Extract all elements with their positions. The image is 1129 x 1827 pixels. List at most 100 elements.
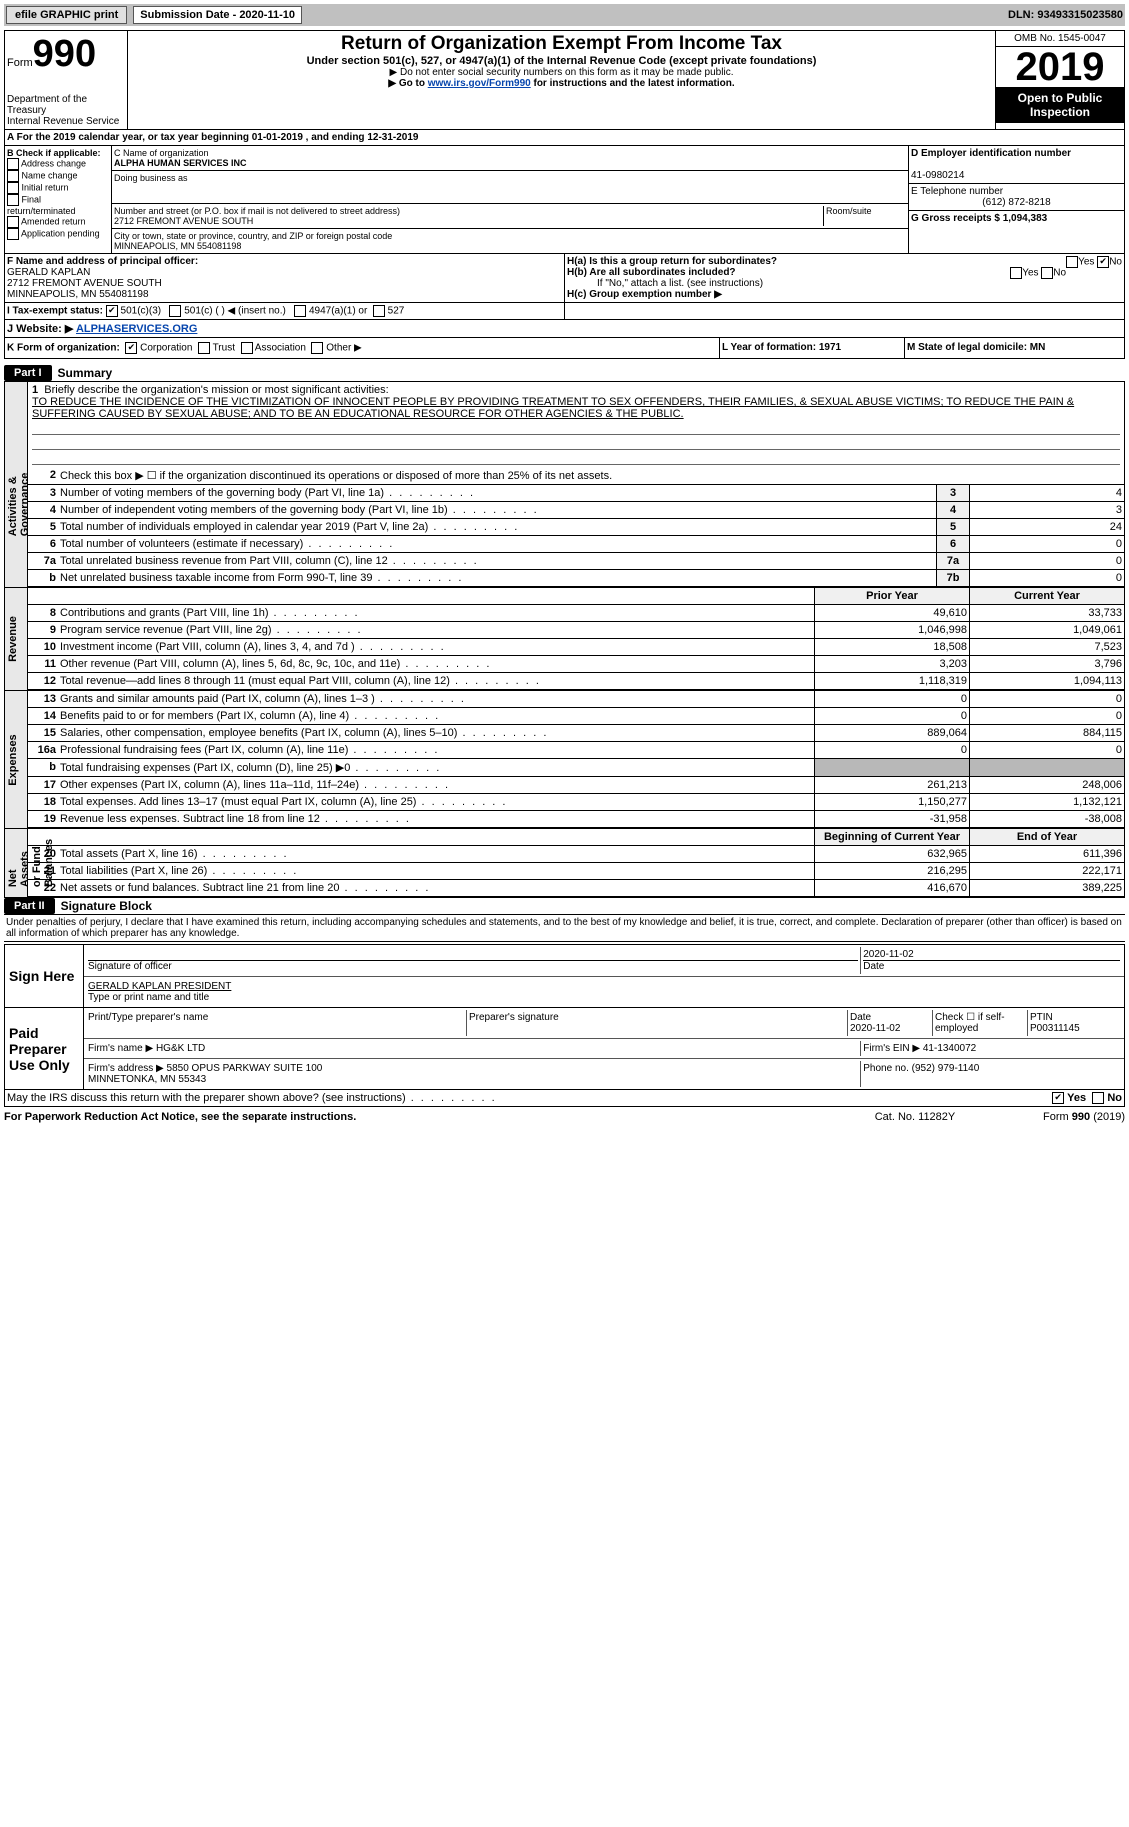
c-name-lbl: C Name of organization — [114, 148, 209, 158]
side-na: Net Assets or Fund Balances — [7, 839, 55, 887]
form-word: Form — [7, 57, 33, 69]
discuss-row: May the IRS discuss this return with the… — [4, 1090, 1125, 1107]
b-item-2: Initial return — [22, 182, 69, 192]
page-footer: For Paperwork Reduction Act Notice, see … — [4, 1111, 1125, 1123]
part1-title: Summary — [58, 366, 113, 380]
chk-527[interactable] — [373, 305, 385, 317]
gross-receipts: G Gross receipts $ 1,094,383 — [911, 213, 1047, 224]
table-row: 5Total number of individuals employed in… — [28, 519, 1124, 536]
hb-yes-lbl: Yes — [1022, 268, 1038, 279]
ha-yes[interactable] — [1066, 256, 1078, 268]
sign-here: Sign Here — [5, 945, 84, 1007]
chk-501c3[interactable] — [106, 305, 118, 317]
b-item-4: Amended return — [21, 216, 86, 226]
row-k: K Form of organization: Corporation Trus… — [4, 338, 1125, 359]
part2-title: Signature Block — [61, 899, 152, 913]
chk-other[interactable] — [311, 342, 323, 354]
sig-date-lbl: Date — [863, 960, 1120, 972]
officer-addr1: 2712 FREMONT AVENUE SOUTH — [7, 278, 162, 289]
table-row: 6Total number of volunteers (estimate if… — [28, 536, 1124, 553]
cat-no: Cat. No. 11282Y — [855, 1111, 975, 1123]
h-c: H(c) Group exemption number ▶ — [567, 289, 722, 300]
chk-addr-change[interactable] — [7, 158, 19, 170]
topbar: efile GRAPHIC print Submission Date - 20… — [4, 4, 1125, 26]
discuss-yes[interactable] — [1052, 1092, 1064, 1104]
hb-yes[interactable] — [1010, 267, 1022, 279]
col-c: C Name of organizationALPHA HUMAN SERVIC… — [112, 146, 909, 253]
k-trust: Trust — [213, 343, 235, 354]
table-row: 10Investment income (Part VIII, column (… — [28, 639, 1124, 656]
form-ref: Form 990 (2019) — [975, 1111, 1125, 1123]
end-year-hdr: End of Year — [969, 829, 1124, 845]
chk-initial[interactable] — [7, 182, 19, 194]
org-city: MINNEAPOLIS, MN 554081198 — [114, 241, 241, 251]
irs-link[interactable]: www.irs.gov/Form990 — [428, 78, 531, 89]
prior-year-hdr: Prior Year — [814, 588, 969, 604]
firm-ein: 41-1340072 — [923, 1043, 976, 1054]
table-row: 17Other expenses (Part IX, column (A), l… — [28, 777, 1124, 794]
k-corp: Corporation — [140, 343, 192, 354]
side-rev: Revenue — [7, 616, 19, 662]
prep-date-lbl: Date — [850, 1012, 871, 1023]
h-b: H(b) Are all subordinates included? — [567, 267, 736, 278]
efile-print-button[interactable]: efile GRAPHIC print — [6, 6, 127, 24]
h-a: H(a) Is this a group return for subordin… — [567, 256, 777, 267]
addr-lbl: Number and street (or P.O. box if mail i… — [114, 206, 400, 216]
officer-name: GERALD KAPLAN — [7, 267, 90, 278]
b-label: B Check if applicable: — [7, 148, 101, 158]
dba-lbl: Doing business as — [114, 173, 188, 183]
k-assoc: Association — [255, 343, 306, 354]
chk-501c[interactable] — [169, 305, 181, 317]
h-b-note: If "No," attach a list. (see instruction… — [567, 278, 1122, 289]
chk-corp[interactable] — [125, 342, 137, 354]
side-exp: Expenses — [7, 734, 19, 785]
website-link[interactable]: ALPHASERVICES.ORG — [76, 323, 197, 335]
table-row: 13Grants and similar amounts paid (Part … — [28, 691, 1124, 708]
form-header: Form990 Department of the Treasury Inter… — [4, 30, 1125, 130]
table-row: 12Total revenue—add lines 8 through 11 (… — [28, 673, 1124, 690]
year-formation: L Year of formation: 1971 — [722, 342, 841, 353]
officer-lbl: F Name and address of principal officer: — [7, 256, 198, 267]
chk-amended[interactable] — [7, 216, 19, 228]
table-row: 16aProfessional fundraising fees (Part I… — [28, 742, 1124, 759]
chk-4947[interactable] — [294, 305, 306, 317]
firm-name: HG&K LTD — [156, 1043, 205, 1054]
part-2-header: Part II Signature Block — [4, 898, 1125, 915]
mission-lbl: Briefly describe the organization's miss… — [44, 384, 388, 396]
table-row: 18Total expenses. Add lines 13–17 (must … — [28, 794, 1124, 811]
table-row: 7aTotal unrelated business revenue from … — [28, 553, 1124, 570]
table-row: bNet unrelated business taxable income f… — [28, 570, 1124, 587]
chk-final[interactable] — [7, 194, 19, 206]
form-org-lbl: K Form of organization: — [7, 343, 120, 354]
k-other: Other ▶ — [326, 343, 361, 354]
chk-app-pending[interactable] — [7, 228, 19, 240]
tax-year: 2019 — [996, 47, 1124, 87]
begin-year-hdr: Beginning of Current Year — [814, 829, 969, 845]
ha-no-lbl: No — [1109, 257, 1122, 268]
discuss-text: May the IRS discuss this return with the… — [7, 1092, 497, 1104]
chk-assoc[interactable] — [241, 342, 253, 354]
chk-trust[interactable] — [198, 342, 210, 354]
b-item-5: Application pending — [21, 228, 100, 238]
ha-no[interactable] — [1097, 256, 1109, 268]
dln: DLN: 93493315023580 — [1008, 9, 1123, 21]
self-emp: Check ☐ if self-employed — [933, 1010, 1028, 1036]
table-row: 9Program service revenue (Part VIII, lin… — [28, 622, 1124, 639]
sig-name-lbl: Type or print name and title — [88, 992, 209, 1003]
paperwork-notice: For Paperwork Reduction Act Notice, see … — [4, 1111, 855, 1123]
state-domicile: M State of legal domicile: MN — [907, 342, 1045, 353]
chk-name-change[interactable] — [7, 170, 19, 182]
phone-lbl: E Telephone number — [911, 186, 1003, 197]
table-row: 4Number of independent voting members of… — [28, 502, 1124, 519]
row-fh: F Name and address of principal officer:… — [4, 254, 1125, 303]
sig-officer-lbl: Signature of officer — [88, 960, 858, 972]
paid-preparer-lbl: Paid Preparer Use Only — [5, 1008, 84, 1089]
discuss-yes-lbl: Yes — [1067, 1092, 1086, 1104]
revenue-block: Revenue Prior YearCurrent Year 8Contribu… — [4, 588, 1125, 691]
hb-no[interactable] — [1041, 267, 1053, 279]
discuss-no[interactable] — [1092, 1092, 1104, 1104]
ha-yes-lbl: Yes — [1078, 257, 1094, 268]
officer-addr2: MINNEAPOLIS, MN 554081198 — [7, 289, 149, 300]
signature-block: Sign Here Signature of officer2020-11-02… — [4, 944, 1125, 1090]
line-a: A For the 2019 calendar year, or tax yea… — [4, 130, 1125, 146]
